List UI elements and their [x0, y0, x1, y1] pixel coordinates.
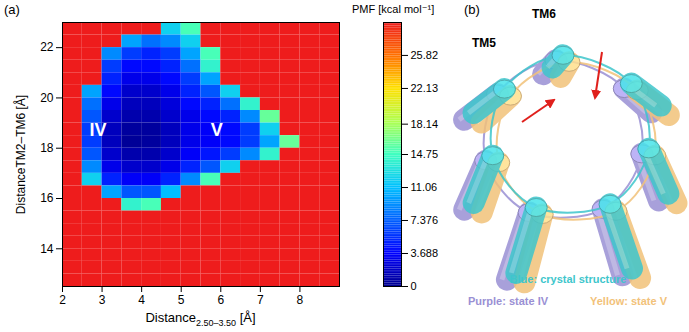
svg-text:3.688: 3.688 [411, 247, 439, 259]
svg-text:4: 4 [138, 293, 145, 307]
svg-text:(b): (b) [464, 2, 480, 17]
svg-text:TM5: TM5 [472, 36, 496, 50]
svg-text:7.376: 7.376 [411, 214, 439, 226]
svg-text:7: 7 [257, 293, 264, 307]
svg-text:14: 14 [40, 242, 54, 256]
svg-text:Purple: state IV: Purple: state IV [468, 295, 549, 307]
svg-text:Yellow: state V: Yellow: state V [590, 295, 668, 307]
svg-text:3: 3 [99, 293, 106, 307]
svg-text:V: V [211, 120, 223, 140]
svg-text:IV: IV [90, 120, 107, 140]
svg-text:20: 20 [40, 91, 54, 105]
svg-text:14.75: 14.75 [411, 148, 439, 160]
svg-text:0: 0 [411, 280, 417, 292]
svg-text:11.06: 11.06 [411, 181, 438, 193]
svg-text:8: 8 [297, 293, 304, 307]
html-text:(a): (a) [4, 2, 20, 17]
svg-text:5: 5 [178, 293, 185, 307]
svg-text:22: 22 [40, 40, 54, 54]
svg-text:18.14: 18.14 [411, 118, 439, 130]
svg-text:22.13: 22.13 [411, 82, 439, 94]
svg-text:18: 18 [40, 141, 54, 155]
svg-text:DistanceTM2–TM6 [Å]: DistanceTM2–TM6 [Å] [13, 95, 28, 214]
svg-text:25.82: 25.82 [411, 49, 439, 61]
svg-text:Distance2.50–3.50 [Å]: Distance2.50–3.50 [Å] [145, 310, 255, 328]
svg-text:2: 2 [59, 293, 66, 307]
html-text:PMF [kcal mol⁻¹]: PMF [kcal mol⁻¹] [352, 3, 435, 15]
svg-text:16: 16 [40, 191, 54, 205]
svg-text:TM6: TM6 [532, 7, 556, 21]
svg-text:Blue: crystal structure: Blue: crystal structure [510, 273, 627, 285]
svg-text:6: 6 [217, 293, 224, 307]
